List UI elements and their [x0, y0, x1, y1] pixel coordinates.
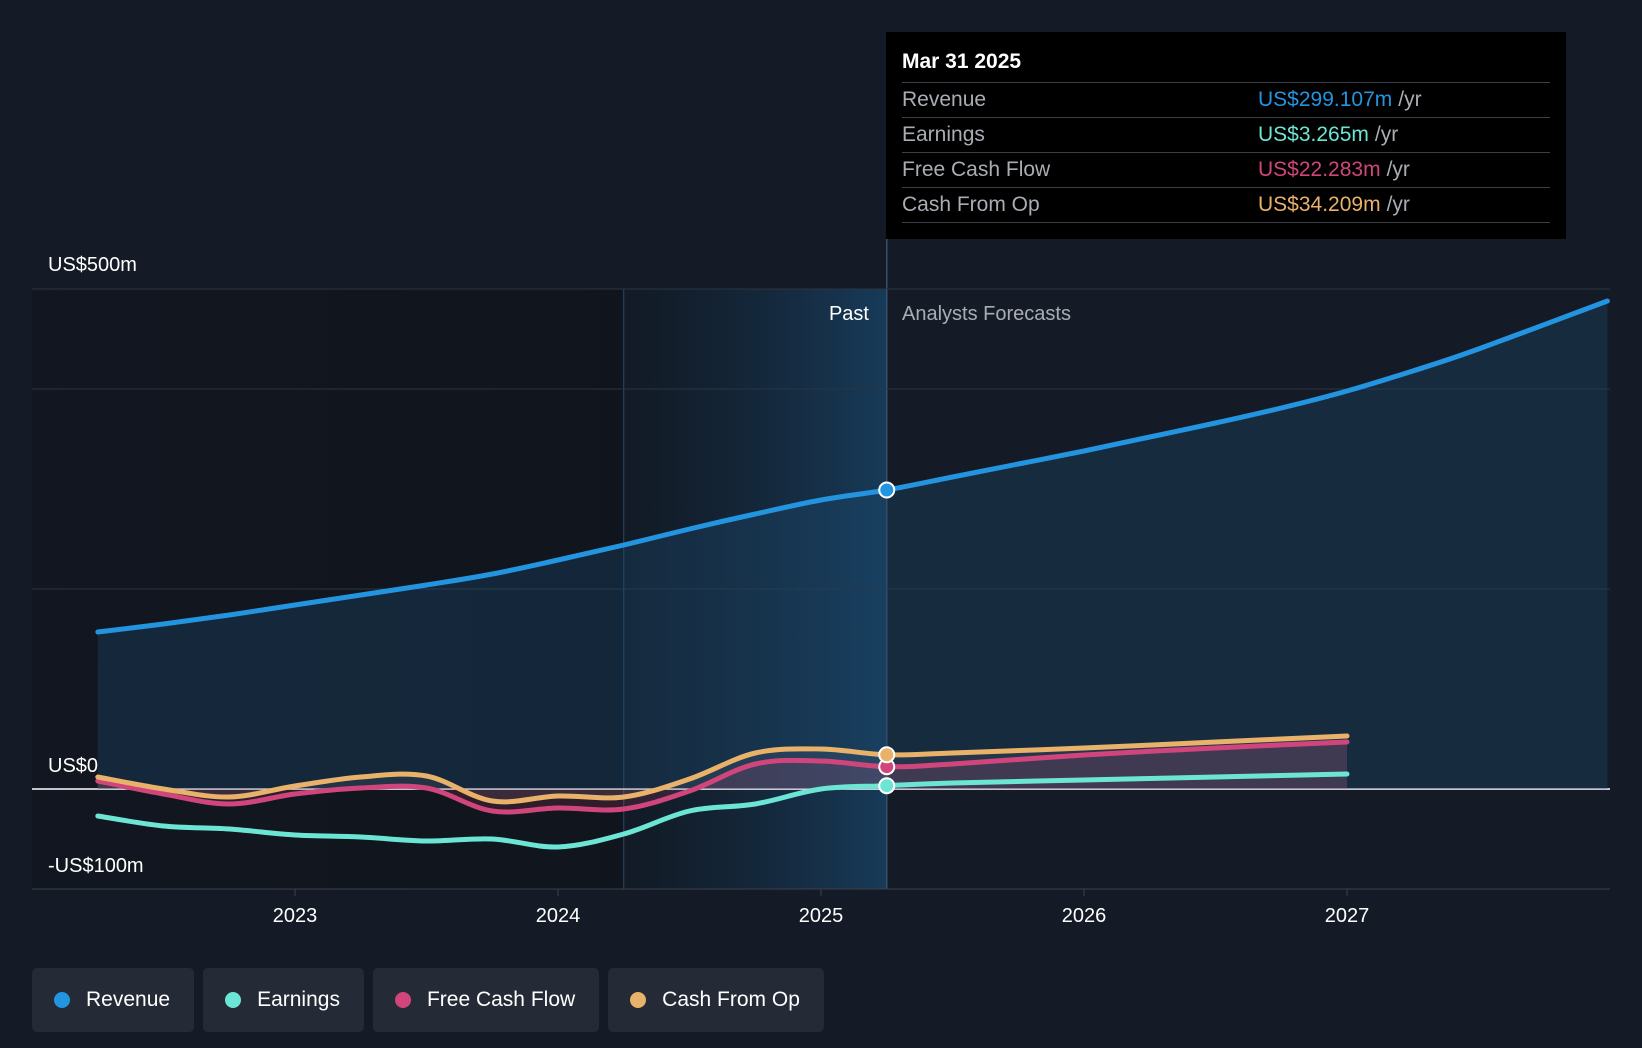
tooltip-row-value: US$299.107m [1258, 88, 1393, 111]
tooltip-row-label: Revenue [902, 88, 987, 111]
tooltip-row-value: US$34.209m [1258, 193, 1381, 216]
forecast-label: Analysts Forecasts [902, 303, 1071, 325]
tooltip-row-label: Cash From Op [902, 193, 1040, 216]
tooltip-row-free-cash-flow: Free Cash Flow US$22.283m/yr [902, 152, 1550, 187]
revenue-line [95, 298, 1610, 635]
legend-dot-icon [394, 992, 411, 1008]
x-tick-label: 2025 [799, 905, 844, 927]
tooltip-row-unit: /yr [1386, 158, 1410, 181]
tooltip-row-label: Free Cash Flow [902, 158, 1051, 181]
past-label: Past [829, 303, 869, 325]
tooltip-row-value: US$3.265m [1258, 123, 1369, 146]
x-tick-label: 2023 [273, 905, 318, 927]
tooltip-row-earnings: Earnings US$3.265m/yr [902, 117, 1550, 152]
y-label-top: US$500m [48, 254, 137, 276]
legend-dot-icon [225, 992, 242, 1008]
legend-item-free-cash-flow[interactable]: Free Cash Flow [372, 968, 600, 1032]
free-cash-flow-line [95, 739, 1350, 815]
tooltip-date: Mar 31 2025 [902, 50, 1022, 73]
legend-item-cash-from-op[interactable]: Cash From Op [608, 968, 824, 1032]
cash-from-op-line [95, 733, 1350, 805]
cash-from-op-marker [878, 746, 896, 764]
legend-dot-icon [630, 992, 647, 1008]
tooltip-row-unit: /yr [1374, 123, 1399, 146]
x-tick-label: 2027 [1325, 905, 1370, 927]
legend-label: Earnings [257, 988, 340, 1011]
revenue-area [97, 301, 1608, 789]
legend-item-revenue[interactable]: Revenue [32, 968, 195, 1032]
x-tick-label: 2024 [536, 905, 581, 927]
tooltip-row-label: Earnings [902, 123, 985, 146]
tooltip-row-unit: /yr [1386, 193, 1410, 216]
tooltip-row-cash-from-op: Cash From Op US$34.209m/yr [902, 187, 1550, 223]
y-label-zero: US$0 [48, 755, 98, 777]
legend-dot-icon [54, 992, 70, 1008]
tooltip-row-revenue: Revenue US$299.107m/yr [902, 82, 1550, 117]
y-label-bottom: -US$100m [48, 855, 144, 877]
legend-label: Revenue [86, 988, 171, 1011]
tooltip: Mar 31 2025 Revenue US$299.107m/yr Earning… [886, 32, 1566, 239]
legend: Revenue Earnings Free Cash Flow Cash From O… [32, 968, 824, 1032]
legend-label: Free Cash Flow [426, 988, 576, 1011]
earnings-marker [878, 777, 896, 795]
legend-item-earnings[interactable]: Earnings [203, 968, 364, 1032]
legend-label: Cash From Op [662, 988, 800, 1011]
tooltip-row-value: US$22.283m [1258, 158, 1381, 181]
x-tick-label: 2026 [1062, 905, 1107, 927]
tooltip-row-unit: /yr [1398, 88, 1422, 111]
revenue-marker [878, 481, 896, 499]
earnings-line [95, 771, 1350, 850]
